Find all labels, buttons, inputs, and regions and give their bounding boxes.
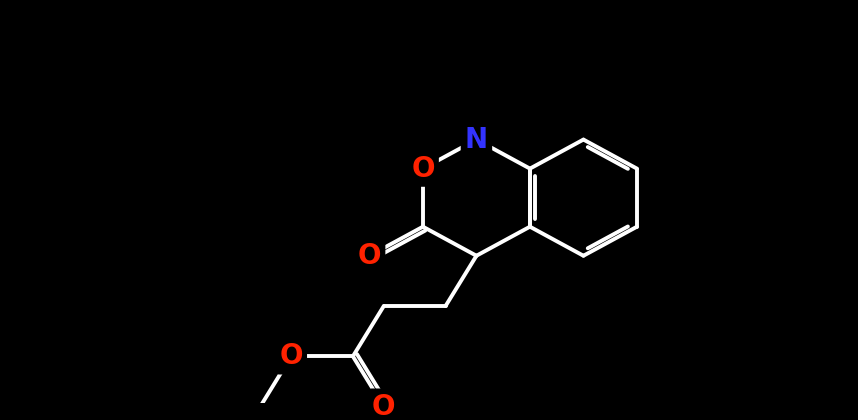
Text: O: O: [411, 155, 435, 183]
Text: O: O: [372, 393, 396, 420]
Text: O: O: [358, 242, 381, 270]
Text: O: O: [280, 342, 303, 370]
Text: N: N: [465, 126, 488, 154]
